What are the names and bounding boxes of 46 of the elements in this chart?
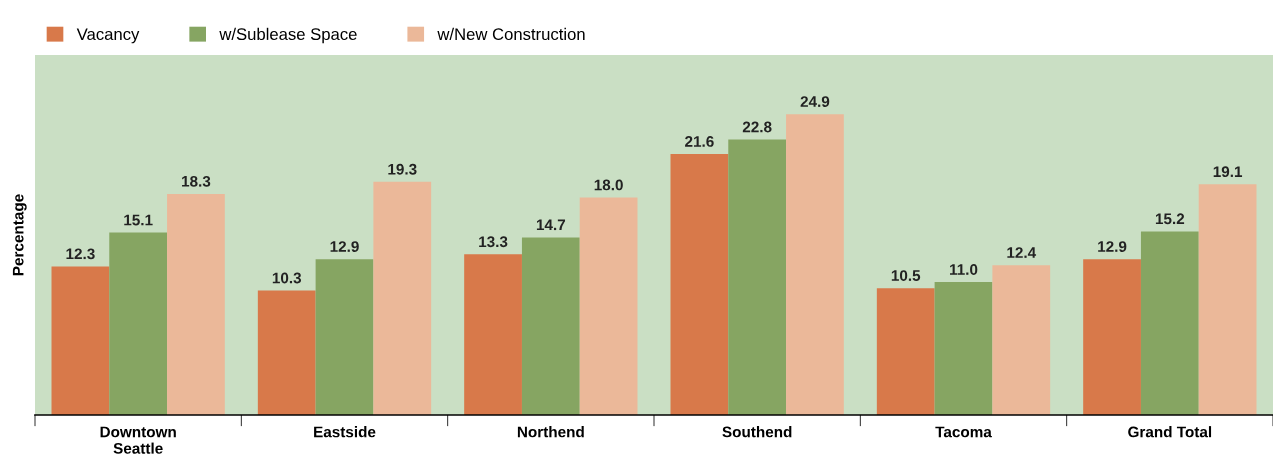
legend-label: w/New Construction <box>437 27 585 41</box>
bar <box>51 266 110 415</box>
data-label: 12.3 <box>66 248 95 260</box>
bar <box>992 265 1051 415</box>
bar <box>1198 184 1257 415</box>
data-label: 12.9 <box>1098 241 1127 252</box>
data-label: 13.3 <box>479 236 508 248</box>
data-label: 18.0 <box>594 179 623 191</box>
legend-label: Vacancy <box>76 28 140 44</box>
bar <box>464 254 522 415</box>
data-label: 21.6 <box>685 136 714 147</box>
x-tick-label: Eastside <box>314 426 376 438</box>
data-label: 14.7 <box>536 219 566 231</box>
bar <box>521 237 580 415</box>
bar <box>257 290 316 415</box>
bar <box>579 197 638 415</box>
data-label: 22.8 <box>742 121 772 133</box>
data-label: 19.3 <box>388 163 417 175</box>
data-label: 12.4 <box>1007 247 1037 258</box>
bar <box>1083 259 1141 415</box>
data-label: 10.5 <box>891 270 921 281</box>
bar <box>1140 231 1199 415</box>
x-tick-label: Northend <box>517 426 584 438</box>
y-axis-title: Percentage <box>12 194 27 276</box>
x-tick-label: Tacoma <box>935 426 992 438</box>
x-tick-label: Grand Total <box>1128 426 1212 438</box>
legend-label: w/Sublease Space <box>219 27 357 44</box>
bar <box>109 232 168 415</box>
data-label: 10.3 <box>272 272 302 284</box>
data-label: 24.9 <box>800 96 830 108</box>
data-label: 18.3 <box>182 175 211 187</box>
bar <box>167 193 225 415</box>
bar <box>728 139 787 415</box>
data-label: 15.1 <box>124 214 153 226</box>
data-label: 19.1 <box>1213 166 1243 178</box>
bar <box>876 288 935 415</box>
x-tick-label: Southend <box>722 426 792 438</box>
data-label: 12.9 <box>330 241 359 252</box>
bar <box>934 282 993 415</box>
x-tick-label: Downtown Seattle <box>100 426 176 454</box>
data-label: 11.0 <box>950 264 978 275</box>
bar <box>373 181 432 415</box>
bar <box>786 114 844 415</box>
data-label: 15.2 <box>1155 213 1185 225</box>
bar <box>315 259 374 415</box>
bar <box>670 154 729 415</box>
